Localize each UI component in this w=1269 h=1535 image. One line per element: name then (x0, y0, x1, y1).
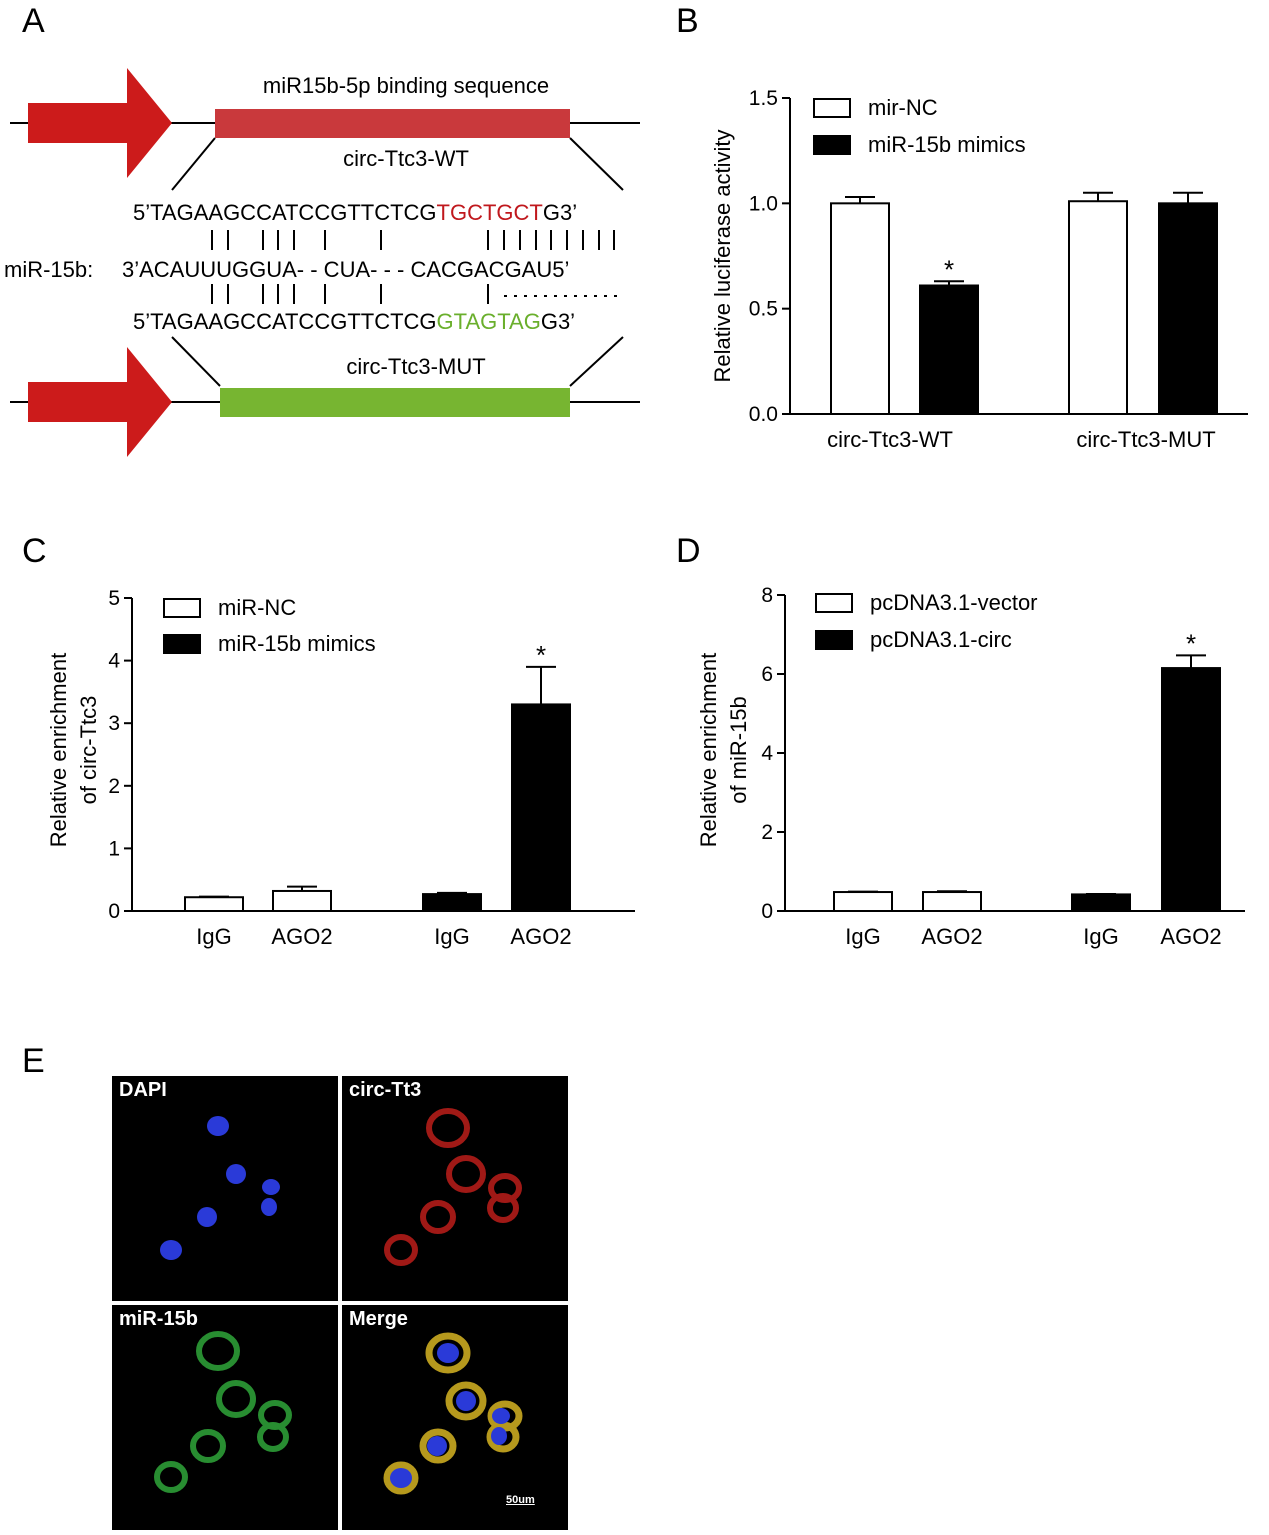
x-tick-label: IgG (196, 924, 231, 949)
binding-sequence-title: miR15b-5p binding sequence (263, 73, 549, 98)
wt-sequence: 5’TAGAAGCCATCCGTTCTCGTGCTGCTG3’ (133, 200, 577, 225)
bar (922, 891, 982, 913)
mut-zoom-line-right (569, 336, 624, 387)
merge-image: Merge 50um (342, 1305, 568, 1530)
panel-label-c: C (22, 532, 47, 570)
legend-swatch (163, 598, 201, 618)
y-tick-label: 4 (108, 650, 120, 673)
mir-label: miR-15b (119, 1308, 198, 1330)
legend-swatch (815, 593, 853, 613)
y-axis-label: Relative luciferase activity (710, 129, 735, 382)
significance-mark: * (1186, 628, 1196, 658)
y-axis-label: of miR-15b (726, 696, 751, 804)
wt-zoom-line-right (569, 137, 624, 191)
wt-construct-label: circ-Ttc3-WT (343, 146, 469, 171)
legend-swatch (163, 634, 201, 654)
dapi-image: DAPI (112, 1076, 338, 1301)
bar (1161, 667, 1221, 912)
y-tick-label: 4 (761, 742, 773, 765)
x-tick-label: circ-Ttc3-MUT (1076, 427, 1215, 452)
y-axis-label: Relative enrichment (696, 653, 721, 847)
wt-binding-box (215, 109, 570, 138)
legend-label: pcDNA3.1-vector (870, 590, 1038, 615)
legend-swatch (813, 98, 851, 118)
legend-label: miR-15b mimics (868, 132, 1026, 157)
mut-zoom-line-left (171, 336, 221, 387)
panel-label-d: D (676, 532, 701, 570)
x-tick-label: IgG (845, 924, 880, 949)
mut-sequence: 5’TAGAAGCCATCCGTTCTCGGTAGTAGG3’ (133, 309, 575, 334)
legend-swatch (813, 135, 851, 155)
mut-pairing-bars (211, 284, 489, 304)
bar (833, 891, 893, 913)
y-tick-label: 1.0 (749, 192, 778, 215)
y-tick-label: 0 (761, 900, 773, 923)
legend-label: miR-15b mimics (218, 631, 376, 656)
x-tick-label: AGO2 (921, 924, 982, 949)
mirna-label: miR-15b: (4, 257, 93, 282)
x-tick-label: IgG (434, 924, 469, 949)
mirna-sequence: 3’ACAUUUGGUA- - CUA- - - CACGACGAU5’ (122, 257, 569, 282)
y-tick-label: 1 (108, 837, 120, 860)
binding-site-diagram: miR15b-5p binding sequence circ-Ttc3-WT … (4, 68, 640, 457)
panel-label-e: E (22, 1042, 45, 1080)
wt-promoter-arrow (28, 68, 172, 178)
y-tick-label: 0.5 (749, 298, 778, 321)
y-tick-label: 6 (761, 663, 773, 686)
y-tick-label: 0.0 (749, 403, 778, 426)
y-tick-label: 1.5 (749, 87, 778, 110)
bar (919, 284, 979, 415)
legend-swatch (815, 630, 853, 650)
luciferase-chart: 0.0 0.5 1.0 1.5 Relative luciferase activity… (710, 87, 1248, 452)
bar (1068, 200, 1128, 415)
significance-mark: * (536, 640, 546, 670)
panel-label-a: A (22, 2, 45, 40)
legend-label: miR-NC (218, 595, 296, 620)
fish-image-grid: DAPI circ-Tt3 miR-15b (112, 1076, 568, 1530)
y-tick-label: 3 (108, 712, 120, 735)
bar (272, 889, 332, 912)
bar (830, 202, 890, 415)
mir-enrichment-chart: 0 2 4 6 8 Relative enrichment of miR-15b * IgG AG… (696, 584, 1245, 949)
x-tick-label: AGO2 (271, 924, 332, 949)
mut-binding-box (220, 388, 570, 417)
x-tick-label: circ-Ttc3-WT (827, 427, 953, 452)
y-axis-label: of circ-Ttc3 (76, 696, 101, 805)
bar (1158, 202, 1218, 415)
mir-image: miR-15b (112, 1305, 338, 1530)
legend-label: mir-NC (868, 95, 938, 120)
y-tick-label: 5 (108, 587, 120, 610)
x-tick-label: AGO2 (1160, 924, 1221, 949)
x-tick-label: IgG (1083, 924, 1118, 949)
y-tick-label: 2 (108, 775, 120, 798)
circ-image: circ-Tt3 (342, 1076, 568, 1301)
wt-zoom-line-left (171, 137, 216, 191)
circ-enrichment-chart: 0 1 2 3 4 5 Relative enrichment of circ-Ttc3 * Ig… (46, 587, 635, 949)
legend-label: pcDNA3.1-circ (870, 627, 1012, 652)
y-tick-label: 8 (761, 584, 773, 607)
mut-construct-label: circ-Ttc3-MUT (346, 354, 485, 379)
panel-label-b: B (676, 2, 699, 40)
merge-label: Merge (349, 1308, 408, 1330)
wt-pairing-bars (211, 230, 615, 250)
scale-bar-label: 50um (506, 1494, 535, 1506)
circ-label: circ-Tt3 (349, 1079, 422, 1101)
significance-mark: * (944, 254, 954, 284)
mut-promoter-arrow (28, 347, 172, 457)
y-axis-label: Relative enrichment (46, 653, 71, 847)
dapi-label: DAPI (119, 1079, 167, 1101)
y-tick-label: 0 (108, 900, 120, 923)
bar (511, 703, 571, 912)
bar (422, 893, 482, 912)
x-tick-label: AGO2 (510, 924, 571, 949)
bar (1071, 893, 1131, 913)
bar (184, 896, 244, 912)
y-tick-label: 2 (761, 821, 773, 844)
